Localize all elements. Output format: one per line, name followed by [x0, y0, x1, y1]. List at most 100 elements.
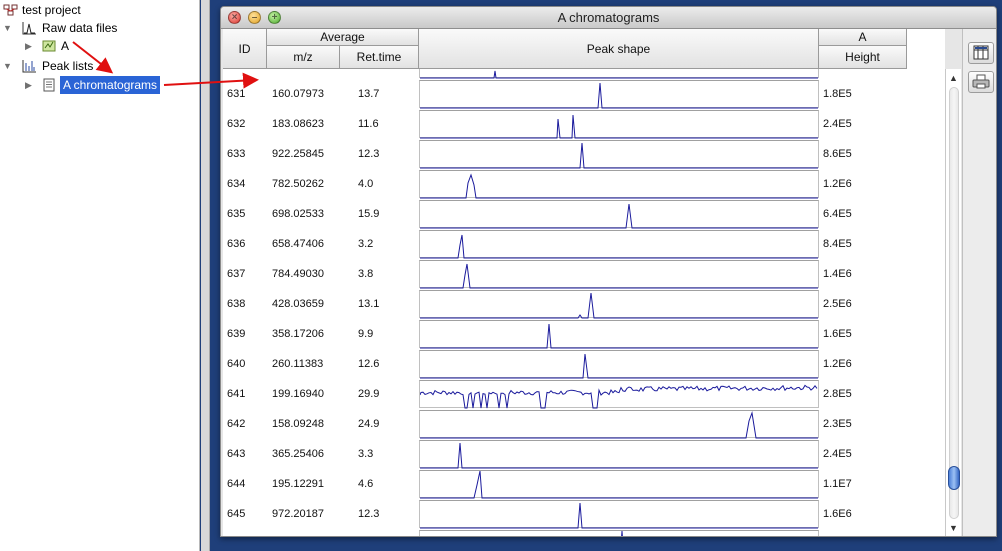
window-titlebar[interactable]: × – + A chromatograms — [221, 7, 996, 29]
peak-shape-plot — [420, 411, 818, 439]
table-row[interactable]: 642 158.09248 24.9 2.3E5 — [223, 409, 943, 439]
print-icon — [972, 74, 990, 89]
tree-peak-lists[interactable]: ▼ Peak lists — [3, 57, 193, 75]
table-row[interactable]: 637 784.49030 3.8 1.4E6 — [223, 259, 943, 289]
cell-mz: 195.12291 — [272, 478, 324, 490]
cell-mz: 428.03659 — [272, 298, 324, 310]
tree-peak-lists-label: Peak lists — [42, 59, 94, 73]
minimize-icon[interactable]: – — [248, 11, 261, 24]
peak-shape-plot — [420, 471, 818, 499]
tree-raw-file-a[interactable]: ▶ A — [3, 37, 193, 55]
table-row[interactable]: 636 658.47406 3.2 8.4E5 — [223, 229, 943, 259]
peak-shape-plot — [420, 234, 818, 259]
peak-shape-cell — [419, 470, 819, 499]
scroll-thumb[interactable] — [948, 466, 960, 491]
collapse-icon[interactable]: ▼ — [3, 61, 12, 71]
close-icon[interactable]: × — [228, 11, 241, 24]
cell-id: 643 — [227, 448, 246, 460]
header-height[interactable]: Height — [819, 46, 907, 69]
peak-shape-plot — [420, 442, 818, 469]
table-row[interactable]: 644 195.12291 4.6 1.1E7 — [223, 469, 943, 499]
vertical-scrollbar[interactable]: ▲ ▼ — [945, 69, 961, 536]
table-row[interactable]: 631 160.07973 13.7 1.8E5 — [223, 79, 943, 109]
peak-shape-plot — [420, 323, 818, 349]
split-pane-divider[interactable] — [201, 0, 210, 551]
peak-shape-cell — [419, 500, 819, 529]
cell-height: 6.4E5 — [823, 208, 852, 220]
peak-shape-plot — [420, 142, 818, 169]
peak-shape-cell — [419, 350, 819, 379]
cell-id: 642 — [227, 418, 246, 430]
peak-shape-plot — [420, 502, 818, 529]
cell-height: 1.8E5 — [823, 88, 852, 100]
peak-shape-plot — [420, 173, 818, 199]
expand-icon[interactable]: ▶ — [25, 41, 32, 51]
cell-height: 2.4E5 — [823, 118, 852, 130]
cell-mz: 260.11383 — [272, 358, 324, 370]
table-row[interactable]: 634 782.50262 4.0 1.2E6 — [223, 169, 943, 199]
tree-peak-list-item[interactable]: ▶ A chromatograms — [3, 76, 193, 94]
table-row[interactable]: 640 260.11383 12.6 1.2E6 — [223, 349, 943, 379]
cell-ret-time: 3.8 — [358, 268, 374, 280]
peak-shape-plot — [420, 114, 818, 139]
peak-shape-cell — [419, 200, 819, 229]
cell-height: 2.3E5 — [823, 418, 852, 430]
scroll-down-icon[interactable]: ▼ — [949, 523, 958, 533]
cell-mz: 358.17206 — [272, 328, 324, 340]
header-group-average: Average — [267, 29, 419, 46]
cell-ret-time: 4.0 — [358, 178, 374, 190]
peak-shape-plot — [420, 263, 818, 289]
table-row[interactable]: 632 183.08623 11.6 2.4E5 — [223, 109, 943, 139]
cell-height: 1.6E5 — [823, 328, 852, 340]
cell-height: 2.8E5 — [823, 388, 852, 400]
table-row-partial[interactable] — [223, 529, 943, 536]
table-row[interactable]: 643 365.25406 3.3 2.4E5 — [223, 439, 943, 469]
expand-icon[interactable]: ▶ — [25, 80, 32, 90]
zoom-icon[interactable]: + — [268, 11, 281, 24]
header-mz[interactable]: m/z — [267, 46, 340, 69]
cell-height: 8.6E5 — [823, 148, 852, 160]
raw-file-icon — [42, 40, 56, 52]
document-icon — [43, 78, 55, 92]
cell-id: 641 — [227, 388, 246, 400]
tree-raw-files-label: Raw data files — [42, 21, 118, 35]
peak-shape-cell — [419, 380, 819, 409]
table-row[interactable]: 638 428.03659 13.1 2.5E6 — [223, 289, 943, 319]
peak-shape-cell — [419, 170, 819, 199]
tree-root-label: test project — [22, 3, 81, 17]
print-button[interactable] — [968, 71, 994, 93]
cell-mz: 183.08623 — [272, 118, 324, 130]
table-settings-icon — [973, 45, 989, 60]
peak-shape-plot — [420, 82, 818, 109]
header-peak-shape[interactable]: Peak shape — [419, 29, 819, 69]
header-ret-time[interactable]: Ret.time — [340, 46, 419, 69]
collapse-icon[interactable]: ▼ — [3, 23, 12, 33]
table-row[interactable]: 639 358.17206 9.9 1.6E5 — [223, 319, 943, 349]
peak-shape-cell — [419, 440, 819, 469]
peak-shape-cell — [419, 290, 819, 319]
scroll-track[interactable] — [949, 87, 959, 519]
cell-height: 1.4E6 — [823, 268, 852, 280]
cell-mz: 922.25845 — [272, 148, 324, 160]
peak-shape-cell — [419, 80, 819, 109]
table-row[interactable]: 641 199.16940 29.9 2.8E5 — [223, 379, 943, 409]
cell-ret-time: 15.9 — [358, 208, 380, 220]
scroll-up-icon[interactable]: ▲ — [949, 73, 958, 83]
cell-mz: 158.09248 — [272, 418, 324, 430]
project-tree: test project ▼ Raw data files ▶ A ▼ Peak… — [0, 0, 200, 551]
peak-list-icon — [22, 60, 36, 73]
table-row[interactable]: 645 972.20187 12.3 1.6E6 — [223, 499, 943, 529]
cell-ret-time: 13.1 — [358, 298, 380, 310]
header-id[interactable]: ID — [223, 29, 267, 69]
tree-root[interactable]: test project — [3, 1, 193, 19]
peak-shape-plot — [420, 384, 818, 409]
peak-list-table: ID Average m/z Ret.time Peak shape A Hei… — [223, 29, 945, 536]
table-row-partial[interactable] — [223, 69, 943, 79]
table-settings-button[interactable] — [968, 42, 994, 64]
table-row[interactable]: 635 698.02533 15.9 6.4E5 — [223, 199, 943, 229]
cell-height: 1.1E7 — [823, 478, 852, 490]
table-row[interactable]: 633 922.25845 12.3 8.6E5 — [223, 139, 943, 169]
tree-raw-files[interactable]: ▼ Raw data files — [3, 19, 193, 37]
cell-ret-time: 11.6 — [358, 118, 379, 130]
cell-id: 633 — [227, 148, 246, 160]
